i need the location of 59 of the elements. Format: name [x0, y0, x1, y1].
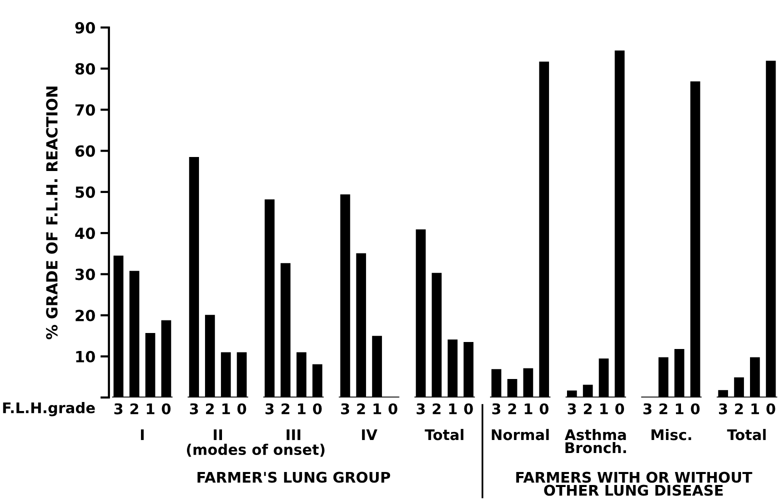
- y-tick-label: 60: [75, 145, 95, 157]
- x-tick-label: 1: [752, 404, 759, 414]
- y-tick-label: 20: [76, 310, 95, 322]
- x-tick-label: 1: [146, 404, 154, 414]
- x-tick-label: 0: [540, 403, 548, 414]
- y-tick-label: 70: [75, 104, 95, 116]
- x-tick-label: 0: [615, 403, 624, 414]
- x-tick-label: 2: [660, 403, 668, 414]
- text: III: [286, 429, 300, 440]
- text: Total: [727, 428, 766, 440]
- x-tick-label: 0: [388, 403, 398, 414]
- x-tick-label: 3: [719, 403, 728, 414]
- x-tick-label: 2: [735, 403, 743, 414]
- y-tick-label: 40: [75, 228, 95, 240]
- x-tick-label: 2: [206, 403, 214, 414]
- text: Asthma Bronch.: [564, 428, 626, 454]
- x-axis-title: F.L.H.grade: [3, 402, 95, 416]
- x-tick-label: 1: [374, 404, 382, 414]
- y-tick-label: 90: [75, 22, 95, 34]
- x-tick-label: 3: [266, 403, 274, 414]
- text: FARMERS WITH OR WITHOUT OTHER LUNG DISEASE: [516, 472, 752, 496]
- x-tick-label: 2: [282, 403, 290, 414]
- x-tick-label: 3: [568, 403, 576, 414]
- x-tick-label: 2: [584, 403, 592, 414]
- x-tick-label: 3: [114, 403, 122, 414]
- x-tick-label: 0: [766, 403, 776, 414]
- x-tick-label: 0: [464, 403, 473, 414]
- text: Normal: [492, 428, 549, 440]
- x-tick-label: 3: [643, 403, 652, 414]
- y-tick-label: 10: [76, 350, 95, 362]
- y-axis-title: % GRADE OF F.L.H. REACTION: [46, 86, 58, 340]
- x-tick-label: 0: [312, 403, 322, 414]
- x-tick-label: 3: [341, 403, 350, 414]
- x-tick-label: 1: [524, 404, 532, 414]
- y-tick-label: 30: [75, 268, 95, 280]
- text: IV: [362, 429, 378, 440]
- x-tick-label: 3: [416, 403, 425, 414]
- text: FARMER'S LUNG GROUP: [198, 472, 390, 483]
- text: Total: [424, 428, 464, 440]
- x-tick-label: 2: [508, 403, 516, 414]
- x-tick-label: 1: [298, 404, 306, 414]
- y-tick-label: 80: [75, 63, 95, 75]
- x-tick-label: 1: [222, 404, 230, 414]
- x-tick-label: 1: [600, 404, 608, 414]
- x-tick-label: 3: [492, 403, 500, 414]
- x-tick-label: 0: [690, 403, 700, 414]
- x-tick-label: 1: [449, 404, 457, 414]
- x-tick-label: 3: [190, 403, 198, 414]
- text: I: [140, 429, 144, 440]
- text: Misc.: [652, 428, 692, 440]
- x-tick-label: 2: [130, 403, 138, 414]
- x-tick-label: 2: [357, 403, 365, 414]
- x-tick-label: 0: [162, 403, 171, 414]
- x-tick-label: 0: [237, 403, 246, 414]
- x-tick-label: 2: [432, 403, 441, 414]
- text: (modes of onset): [186, 444, 324, 457]
- y-tick-label: 50: [76, 186, 95, 198]
- text: II: [214, 429, 222, 440]
- x-tick-label: 1: [676, 404, 684, 414]
